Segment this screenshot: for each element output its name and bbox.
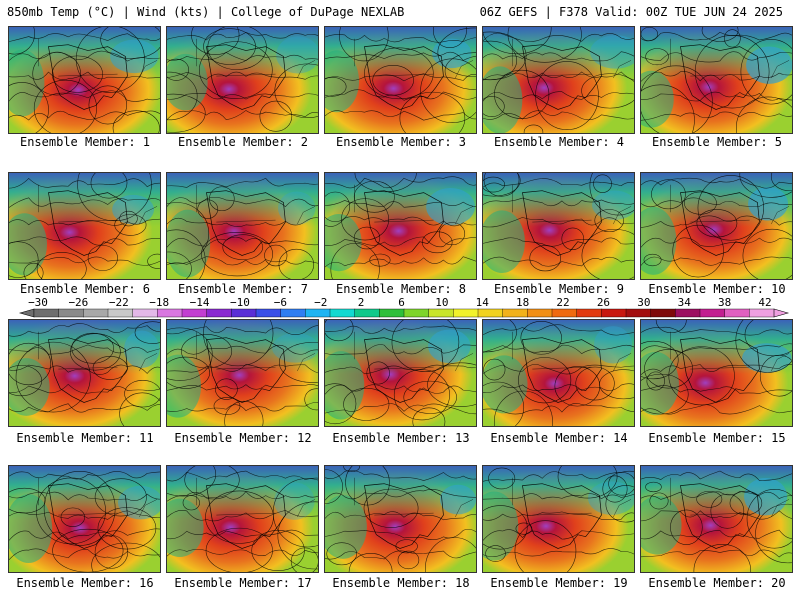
colorbar-segment xyxy=(33,308,60,318)
map-panel-member-9 xyxy=(482,172,635,280)
colorbar-segment xyxy=(206,308,232,318)
colorbar-tick-label: 38 xyxy=(717,296,732,309)
member-caption-20: Ensemble Member: 20 xyxy=(648,576,786,590)
colorbar-segment xyxy=(255,308,282,318)
colorbar-segment xyxy=(601,308,627,318)
colorbar-segment xyxy=(181,308,208,318)
map-panel-member-6 xyxy=(8,172,161,280)
map-panel-member-13 xyxy=(324,319,477,427)
colorbar-tick-label: 26 xyxy=(596,296,611,309)
map-panel-member-2 xyxy=(166,26,319,134)
member-caption-4: Ensemble Member: 4 xyxy=(493,135,625,149)
map-panel-member-11 xyxy=(8,319,161,427)
colorbar-segment xyxy=(231,308,257,318)
colorbar-segment xyxy=(502,308,528,318)
member-caption-16: Ensemble Member: 16 xyxy=(16,576,154,590)
member-caption-11: Ensemble Member: 11 xyxy=(16,431,154,445)
map-panel-member-16 xyxy=(8,465,161,573)
colorbar-segment xyxy=(675,308,701,318)
map-panel-member-10 xyxy=(640,172,793,280)
map-panel-member-17 xyxy=(166,465,319,573)
map-panel-member-15 xyxy=(640,319,793,427)
member-caption-17: Ensemble Member: 17 xyxy=(174,576,312,590)
colorbar-tick-label: 30 xyxy=(637,296,651,309)
member-caption-10: Ensemble Member: 10 xyxy=(648,282,786,296)
member-caption-8: Ensemble Member: 8 xyxy=(335,282,467,296)
member-caption-3: Ensemble Member: 3 xyxy=(335,135,467,149)
map-panel-member-18 xyxy=(324,465,477,573)
colorbar-segment xyxy=(527,308,553,318)
map-panel-member-12 xyxy=(166,319,319,427)
map-panel-member-7 xyxy=(166,172,319,280)
colorbar-tick-label: −30 xyxy=(28,296,48,309)
colorbar-segment xyxy=(625,308,652,318)
model-run-info: 06Z GEFS | F378 Valid: 00Z TUE JUN 24 20… xyxy=(479,5,783,19)
map-panel-member-3 xyxy=(324,26,477,134)
colorbar-segment xyxy=(132,308,158,318)
map-panel-member-20 xyxy=(640,465,793,573)
colorbar-graphic xyxy=(18,308,790,318)
colorbar-tick-label: 6 xyxy=(398,296,405,309)
colorbar-segment xyxy=(379,308,405,318)
member-caption-19: Ensemble Member: 19 xyxy=(490,576,628,590)
colorbar-segment xyxy=(477,308,504,318)
colorbar-segment xyxy=(428,308,454,318)
colorbar-segment xyxy=(107,308,134,318)
member-caption-6: Ensemble Member: 6 xyxy=(19,282,151,296)
colorbar-segment xyxy=(58,308,84,318)
colorbar-tick-label: −18 xyxy=(149,296,170,309)
colorbar-tick-label: 42 xyxy=(758,296,772,309)
member-caption-14: Ensemble Member: 14 xyxy=(490,431,628,445)
colorbar-tick-label: −14 xyxy=(189,296,210,309)
colorbar-tick-label: 18 xyxy=(516,296,530,309)
map-panel-member-1 xyxy=(8,26,161,134)
colorbar-segment xyxy=(280,308,306,318)
map-panel-member-19 xyxy=(482,465,635,573)
member-caption-13: Ensemble Member: 13 xyxy=(332,431,470,445)
colorbar-tick-label: −26 xyxy=(68,296,89,309)
member-caption-18: Ensemble Member: 18 xyxy=(332,576,470,590)
map-panel-member-8 xyxy=(324,172,477,280)
colorbar-segment xyxy=(453,308,479,318)
map-panel-member-14 xyxy=(482,319,635,427)
colorbar-tick-label: 10 xyxy=(435,296,449,309)
colorbar-segment xyxy=(724,308,750,318)
member-caption-1: Ensemble Member: 1 xyxy=(19,135,151,149)
colorbar-segment xyxy=(699,308,726,318)
member-caption-15: Ensemble Member: 15 xyxy=(648,431,786,445)
member-caption-2: Ensemble Member: 2 xyxy=(177,135,309,149)
colorbar-tick-label: −6 xyxy=(273,296,287,309)
colorbar-segment xyxy=(329,308,356,318)
colorbar-tick-label: 14 xyxy=(475,296,489,309)
colorbar-tick-label: 34 xyxy=(677,296,691,309)
colorbar-segment xyxy=(551,308,578,318)
member-caption-5: Ensemble Member: 5 xyxy=(651,135,783,149)
colorbar-segment xyxy=(650,308,676,318)
colorbar-tick-label: 22 xyxy=(556,296,570,309)
member-caption-12: Ensemble Member: 12 xyxy=(174,431,312,445)
colorbar-segment xyxy=(83,308,109,318)
colorbar-segment xyxy=(354,308,380,318)
member-caption-7: Ensemble Member: 7 xyxy=(177,282,309,296)
member-caption-9: Ensemble Member: 9 xyxy=(493,282,625,296)
colorbar-segment xyxy=(403,308,430,318)
colorbar-tick-label: −2 xyxy=(314,296,328,309)
colorbar-segment xyxy=(576,308,602,318)
colorbar-tick-label: −10 xyxy=(230,296,250,309)
colorbar-tick-label: −22 xyxy=(108,296,129,309)
chart-title: 850mb Temp (°C) | Wind (kts) | College o… xyxy=(7,5,405,19)
colorbar-segment xyxy=(305,308,331,318)
colorbar-segment xyxy=(749,308,775,318)
map-panel-member-4 xyxy=(482,26,635,134)
map-panel-member-5 xyxy=(640,26,793,134)
colorbar-tick-label: 2 xyxy=(357,296,365,309)
colorbar-segment xyxy=(157,308,183,318)
